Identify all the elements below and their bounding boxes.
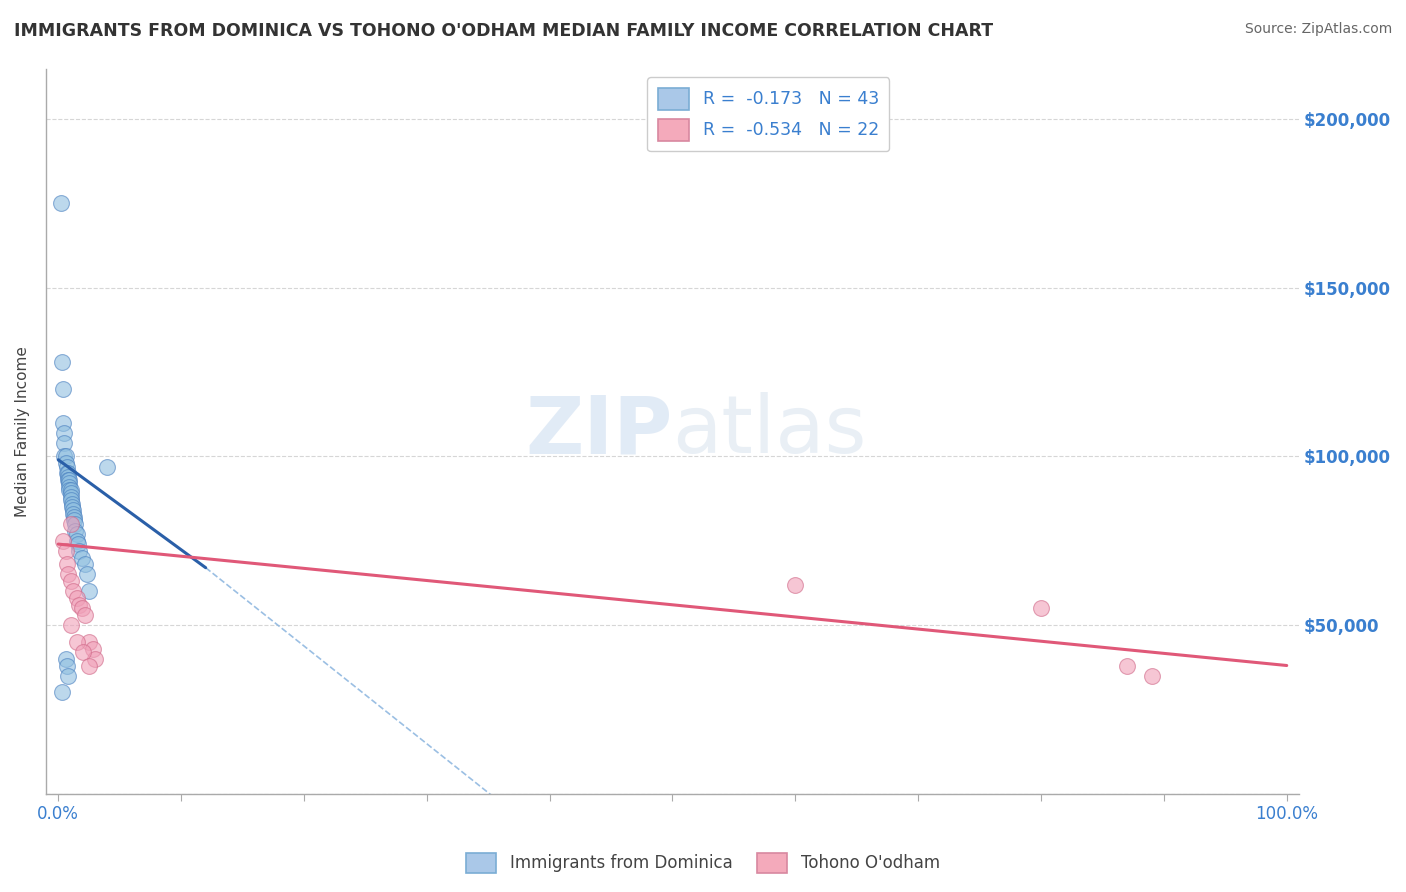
Point: [82, 641, 104, 656]
Point: [84, 652, 107, 666]
Point: [51, 685, 73, 699]
Point: [63, 513, 86, 527]
Point: [785, 577, 807, 591]
Point: [75, 558, 97, 572]
Point: [62, 503, 84, 517]
Point: [58, 473, 80, 487]
Point: [53, 425, 76, 440]
Point: [52, 416, 75, 430]
Point: [55, 456, 77, 470]
Point: [1116, 658, 1139, 673]
Point: [60, 497, 83, 511]
Point: [59, 516, 82, 531]
Text: IMMIGRANTS FROM DOMINICA VS TOHONO O'ODHAM MEDIAN FAMILY INCOME CORRELATION CHAR: IMMIGRANTS FROM DOMINICA VS TOHONO O'ODH…: [14, 22, 993, 40]
Point: [60, 500, 83, 514]
Point: [1140, 668, 1163, 682]
Point: [62, 507, 84, 521]
Point: [77, 658, 100, 673]
Point: [76, 567, 98, 582]
Point: [49, 196, 72, 211]
Point: [72, 645, 94, 659]
Point: [55, 450, 77, 464]
Point: [77, 584, 100, 599]
Point: [59, 490, 82, 504]
Point: [55, 652, 77, 666]
Legend: Immigrants from Dominica, Tohono O'odham: Immigrants from Dominica, Tohono O'odham: [460, 847, 946, 880]
Point: [56, 558, 79, 572]
Point: [59, 618, 82, 632]
Text: ZIP: ZIP: [526, 392, 672, 470]
Point: [59, 483, 82, 497]
Point: [59, 493, 82, 508]
Point: [59, 574, 82, 589]
Point: [56, 467, 79, 481]
Point: [56, 467, 79, 481]
Point: [77, 635, 100, 649]
Point: [59, 486, 82, 500]
Point: [66, 537, 89, 551]
Point: [55, 544, 77, 558]
Point: [58, 483, 80, 497]
Point: [52, 533, 75, 548]
Point: [52, 382, 75, 396]
Point: [66, 533, 89, 548]
Point: [66, 635, 89, 649]
Point: [66, 527, 89, 541]
Point: [56, 658, 79, 673]
Point: [65, 516, 87, 531]
Point: [63, 510, 86, 524]
Point: [66, 591, 89, 605]
Point: [75, 607, 97, 622]
Text: Source: ZipAtlas.com: Source: ZipAtlas.com: [1244, 22, 1392, 37]
Point: [70, 601, 93, 615]
Point: [65, 524, 87, 538]
Point: [51, 355, 73, 369]
Point: [58, 476, 80, 491]
Point: [67, 598, 90, 612]
Point: [53, 450, 76, 464]
Point: [62, 584, 84, 599]
Point: [56, 668, 79, 682]
Point: [56, 469, 79, 483]
Point: [56, 567, 79, 582]
Point: [58, 480, 80, 494]
Point: [67, 544, 90, 558]
Point: [1029, 601, 1052, 615]
Legend: R =  -0.173   N = 43, R =  -0.534   N = 22: R = -0.173 N = 43, R = -0.534 N = 22: [647, 78, 890, 152]
Point: [56, 459, 79, 474]
Y-axis label: Median Family Income: Median Family Income: [15, 346, 30, 516]
Point: [56, 473, 79, 487]
Point: [70, 550, 93, 565]
Point: [53, 436, 76, 450]
Point: [96, 459, 118, 474]
Text: atlas: atlas: [672, 392, 868, 470]
